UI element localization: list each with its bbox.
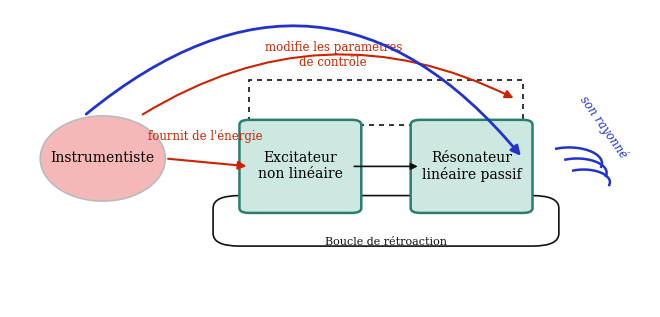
Text: Résonateur
linéaire passif: Résonateur linéaire passif — [422, 151, 521, 182]
Text: modifie les paramètres
de contrôle: modifie les paramètres de contrôle — [265, 40, 402, 68]
Bar — [249, 81, 523, 125]
Text: son rayonné: son rayonné — [577, 93, 630, 161]
FancyArrowPatch shape — [143, 55, 512, 114]
Ellipse shape — [40, 116, 166, 201]
FancyBboxPatch shape — [411, 120, 533, 213]
Text: fournit de l'énergie: fournit de l'énergie — [148, 130, 262, 143]
Text: Instrumentiste: Instrumentiste — [51, 152, 155, 165]
FancyArrowPatch shape — [86, 26, 519, 153]
Text: Excitateur
non linéaire: Excitateur non linéaire — [258, 151, 343, 182]
Text: Boucle de rétroaction: Boucle de rétroaction — [325, 236, 447, 247]
FancyBboxPatch shape — [240, 120, 361, 213]
